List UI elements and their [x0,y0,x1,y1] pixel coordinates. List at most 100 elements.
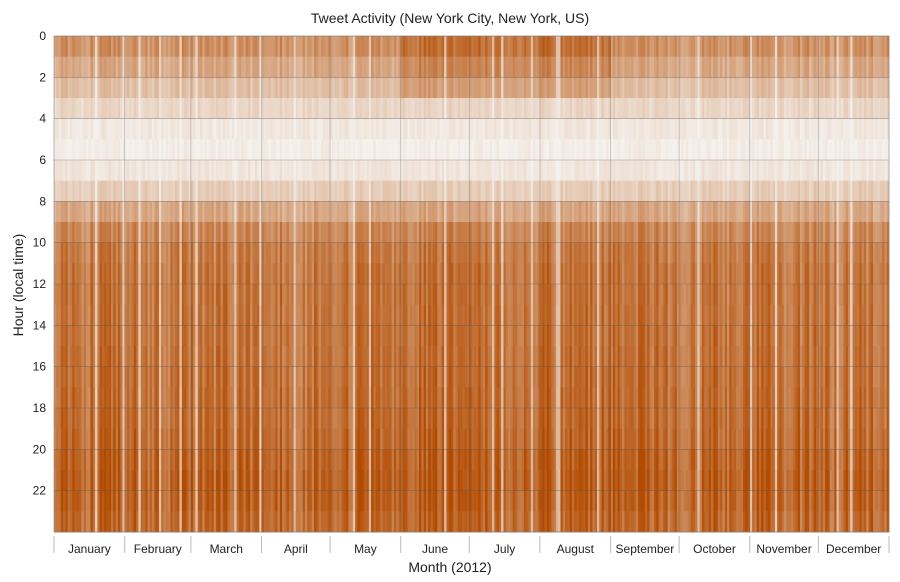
heatmap-cell [435,325,438,347]
heatmap-cell [457,118,461,140]
heatmap-cell [320,180,324,202]
heatmap-cell [76,304,80,326]
heatmap-cell [277,449,281,471]
heatmap-cell [266,201,269,223]
heatmap-cell [270,408,274,430]
heatmap-cell [163,263,167,285]
heatmap-cell [519,304,523,326]
heatmap-cell [498,490,502,512]
heatmap-cell [158,222,162,244]
heatmap-cell [122,242,126,264]
heatmap-cell [136,139,139,161]
heatmap-cell [400,284,404,306]
heatmap-cell [156,222,160,244]
heatmap-cell [421,470,424,492]
heatmap-cell [74,428,78,450]
heatmap-cell [60,325,64,347]
heatmap-cell [428,387,431,409]
heatmap-cell [202,56,205,78]
heatmap-cell [92,428,96,450]
heatmap-cell [288,284,292,306]
heatmap-cell [446,304,450,326]
heatmap-cell [446,77,450,99]
heatmap-cell [138,511,142,533]
heatmap-cell [336,304,340,326]
heatmap-cell [448,470,452,492]
heatmap-cell [437,284,440,306]
heatmap-cell [136,366,139,388]
heatmap-cell [266,263,269,285]
heatmap-cell [177,118,180,140]
heatmap-cell [179,511,183,533]
heatmap-cell [508,118,511,140]
heatmap-cell [492,242,495,264]
heatmap-cell [131,408,135,430]
heatmap-cell [295,408,299,430]
heatmap-cell [510,36,513,58]
heatmap-cell [314,201,317,223]
heatmap-cell [384,387,388,409]
heatmap-cell [63,160,66,182]
heatmap-cell [127,449,130,471]
heatmap-cell [300,346,304,368]
heatmap-cell [444,77,447,99]
heatmap-cell [263,408,267,430]
heatmap-cell [197,325,201,347]
heatmap-cell [238,449,242,471]
heatmap-cell [241,511,244,533]
heatmap-cell [389,201,392,223]
heatmap-cell [241,408,244,430]
heatmap-cell [366,346,370,368]
heatmap-cell [252,449,256,471]
heatmap-cell [106,160,110,182]
heatmap-cell [432,222,436,244]
heatmap-cell [400,304,404,326]
heatmap-cell [325,77,329,99]
heatmap-cell [489,180,493,202]
heatmap-cell [327,263,331,285]
heatmap-cell [165,180,169,202]
heatmap-cell [291,284,294,306]
heatmap-cell [76,346,80,368]
heatmap-cell [131,284,135,306]
heatmap-cell [293,387,297,409]
heatmap-cell [460,511,463,533]
heatmap-cell [314,56,317,78]
heatmap-cell [439,428,443,450]
heatmap-cell [104,77,107,99]
heatmap-cell [257,490,260,512]
heatmap-cell [387,346,390,368]
heatmap-cell [234,77,237,99]
heatmap-cell [250,98,253,120]
heatmap-cell [236,77,240,99]
heatmap-cell [512,325,516,347]
heatmap-cell [492,98,495,120]
heatmap-cell [462,242,465,264]
heatmap-cell [220,511,224,533]
heatmap-cell [56,139,59,161]
heatmap-cell [432,77,436,99]
heatmap-cell [149,201,153,223]
heatmap-cell [355,428,358,450]
heatmap-cell [168,511,171,533]
heatmap-cell [90,201,94,223]
heatmap-cell [505,490,509,512]
heatmap-cell [181,36,185,58]
heatmap-cell [435,118,438,140]
heatmap-cell [389,387,392,409]
heatmap-cell [261,490,265,512]
heatmap-cell [117,449,121,471]
heatmap-cell [243,118,246,140]
heatmap-cell [193,222,196,244]
heatmap-cell [279,325,283,347]
heatmap-cell [236,325,240,347]
heatmap-cell [348,325,351,347]
heatmap-cell [172,511,176,533]
heatmap-cell [90,304,94,326]
heatmap-cell [133,242,137,264]
heatmap-cell [448,490,452,512]
heatmap-cell [457,201,461,223]
heatmap-cell [241,263,244,285]
heatmap-cell [161,77,164,99]
heatmap-cell [334,490,338,512]
